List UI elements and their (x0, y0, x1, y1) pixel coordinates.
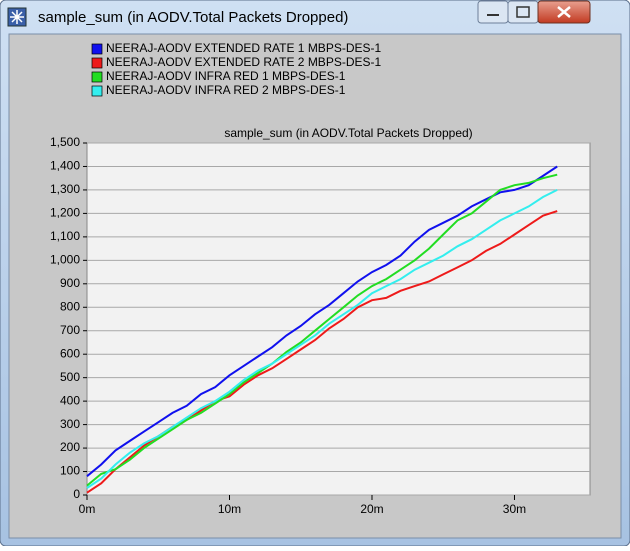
y-tick-label: 100 (60, 464, 80, 478)
legend-swatch (91, 85, 103, 97)
y-tick-label: 600 (60, 346, 80, 360)
series-line (86, 189, 558, 489)
minimize-button[interactable] (477, 0, 509, 24)
legend-swatch (91, 57, 103, 69)
series-line (86, 173, 558, 487)
y-tick-label: 200 (60, 440, 80, 454)
legend-label: NEERAJ-AODV INFRA RED 2 MBPS-DES-1 (106, 83, 346, 97)
y-tick-label: 400 (60, 393, 80, 407)
legend-label: NEERAJ-AODV EXTENDED RATE 1 MBPS-DES-1 (106, 41, 381, 55)
y-tick-label: 1,100 (50, 229, 80, 243)
y-tick-label: 700 (60, 323, 80, 337)
y-tick-label: 1,200 (50, 206, 80, 220)
close-glyph (557, 6, 571, 18)
plot-area (86, 142, 591, 496)
legend-label: NEERAJ-AODV INFRA RED 1 MBPS-DES-1 (106, 69, 346, 83)
y-tick-label: 1,500 (50, 135, 80, 149)
y-tick-label: 300 (60, 417, 80, 431)
window-icon-glyph (10, 10, 24, 24)
y-tick-label: 1,400 (50, 159, 80, 173)
legend-swatch (91, 43, 103, 55)
y-tick-label: 900 (60, 276, 80, 290)
x-tick-label: 20m (360, 502, 383, 516)
series-line (86, 165, 558, 477)
x-tick-label: 0m (79, 502, 96, 516)
y-tick-label: 0 (73, 487, 80, 501)
window-title: sample_sum (in AODV.Total Packets Droppe… (38, 9, 348, 26)
y-tick-label: 800 (60, 299, 80, 313)
y-tick-label: 1,300 (50, 182, 80, 196)
legend-swatch (91, 71, 103, 83)
maximize-glyph (516, 6, 530, 18)
chart-title: sample_sum (in AODV.Total Packets Droppe… (224, 126, 472, 140)
y-tick-label: 500 (60, 370, 80, 384)
x-tick-label: 30m (503, 502, 526, 516)
chart: 0 100 200 300 400 500 600 700 800 900 1,000 1,100 1,… (50, 41, 591, 516)
y-tick-label: 1,000 (50, 253, 80, 267)
maximize-button[interactable] (507, 0, 539, 24)
legend-label: NEERAJ-AODV EXTENDED RATE 2 MBPS-DES-1 (106, 55, 381, 69)
x-tick-label: 10m (218, 502, 241, 516)
